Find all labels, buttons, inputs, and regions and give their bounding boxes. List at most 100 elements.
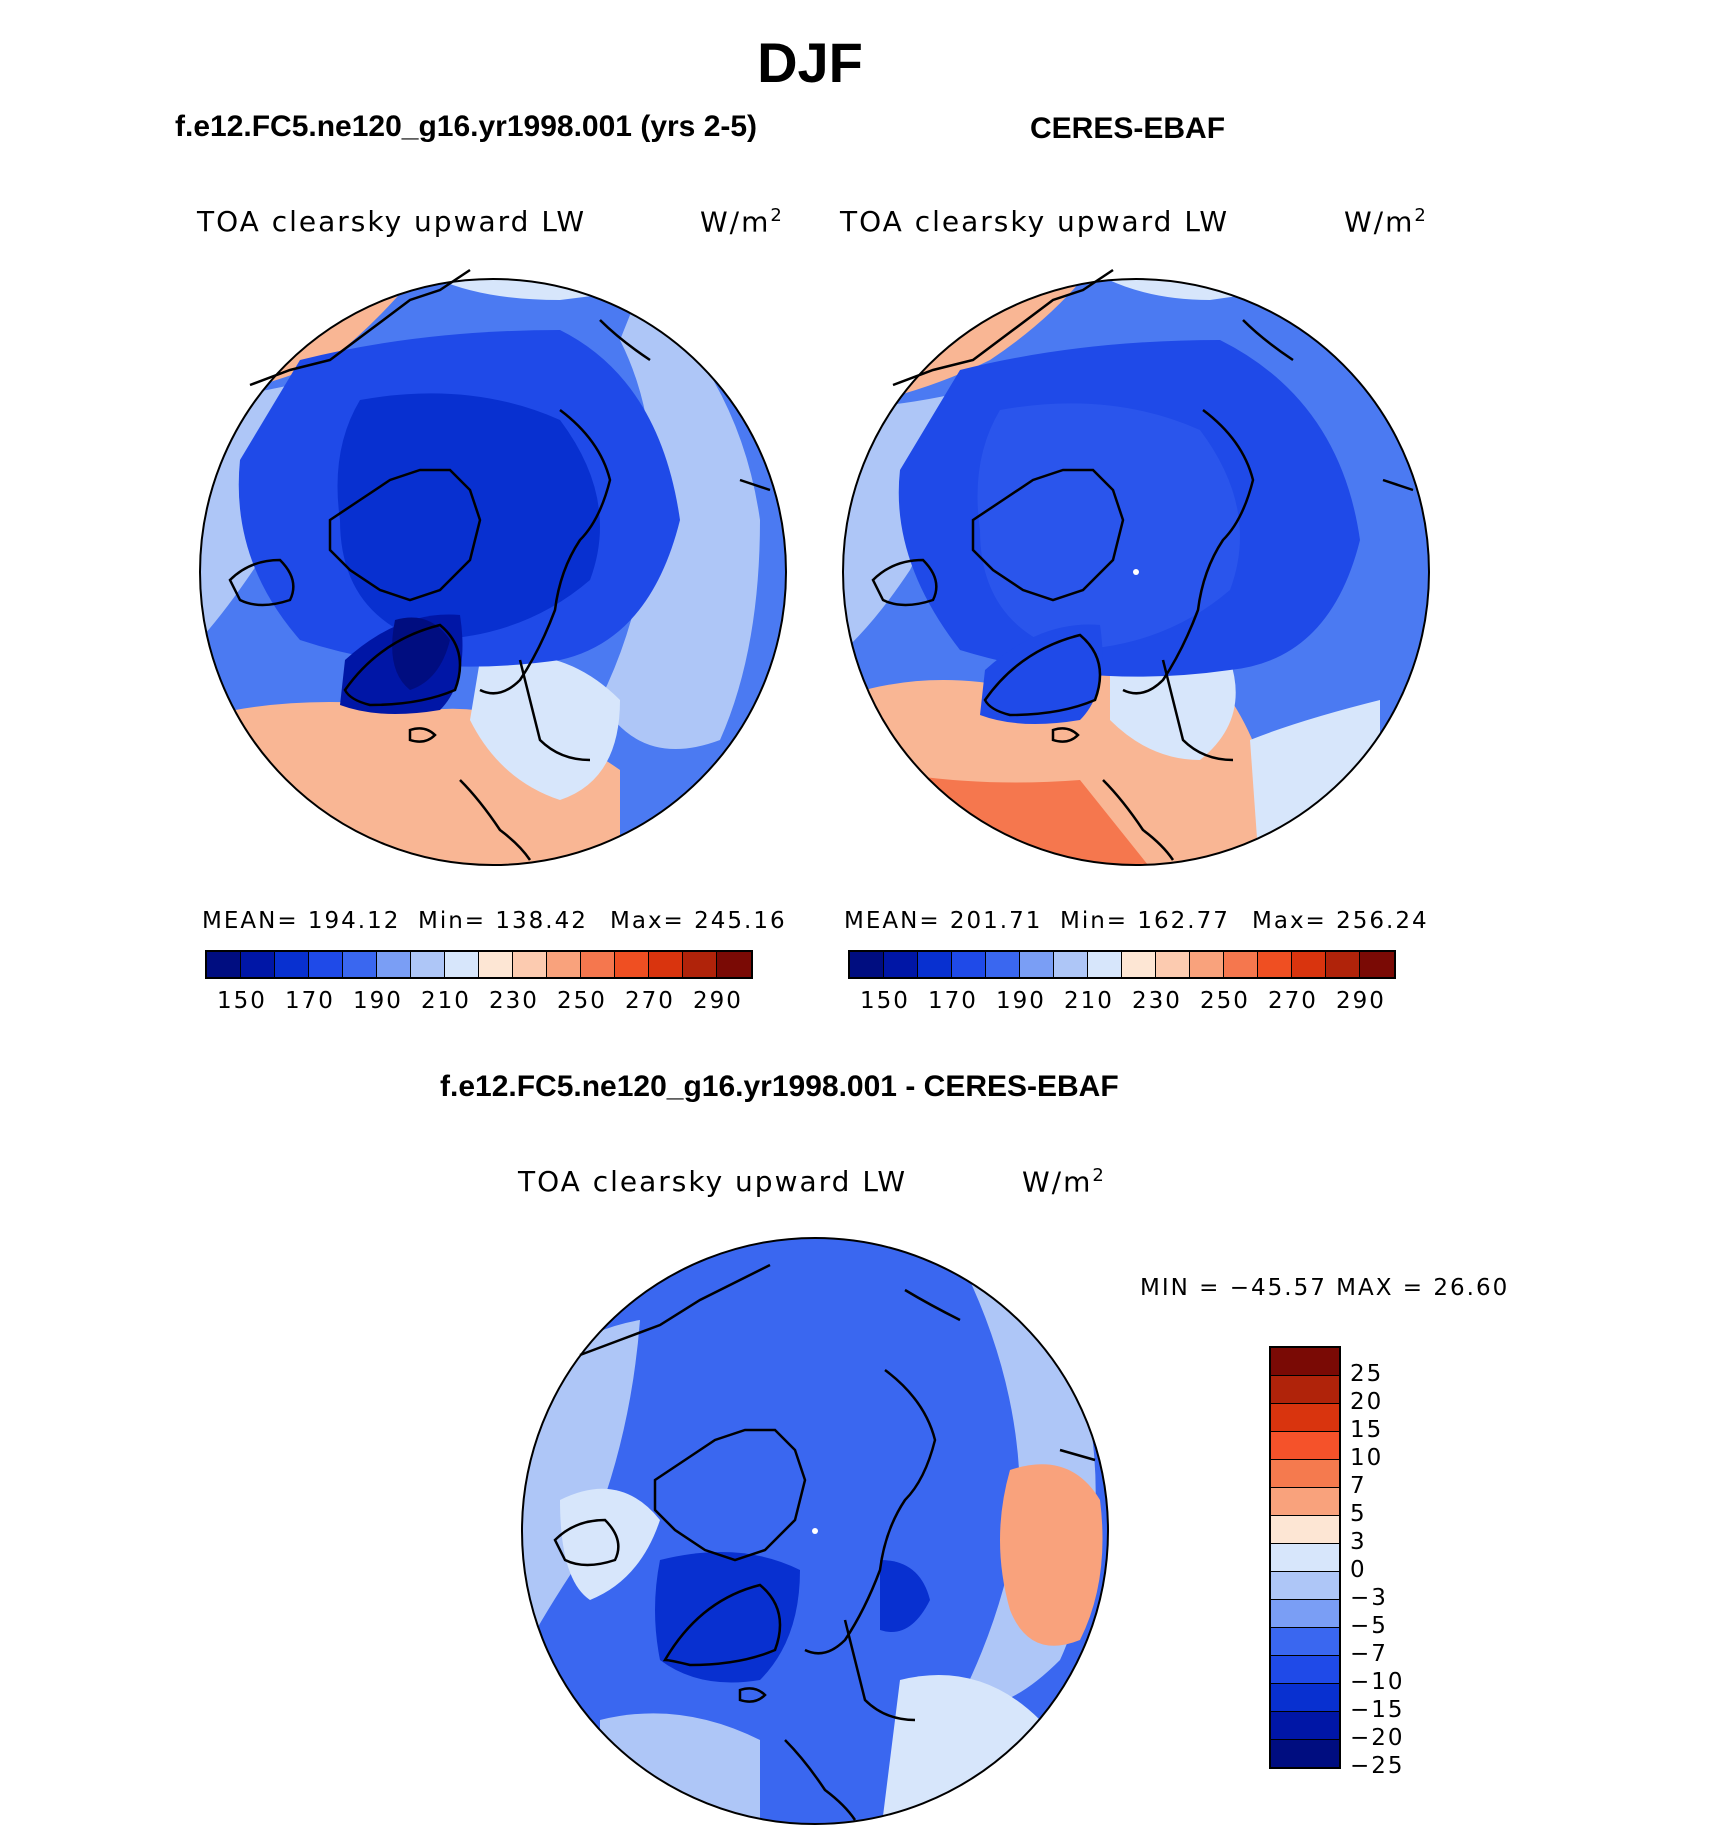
colorbar-cell bbox=[986, 952, 1020, 977]
diff-colorbar-cell bbox=[1271, 1432, 1339, 1460]
map-region bbox=[600, 290, 760, 749]
left-panel-heading: f.e12.FC5.ne120_g16.yr1998.001 (yrs 2-5) bbox=[175, 110, 758, 143]
colorbar-cell bbox=[1020, 952, 1054, 977]
colorbar-cell bbox=[207, 952, 241, 977]
colorbar-cell bbox=[1088, 952, 1122, 977]
diff-polar-map bbox=[522, 1238, 1108, 1824]
right-variable-label: TOA clearsky upward LW bbox=[840, 205, 1230, 238]
colorbar-cell bbox=[581, 952, 615, 977]
diff-colorbar-cell bbox=[1271, 1348, 1339, 1376]
diff-colorbar-tick-label: −25 bbox=[1350, 1753, 1405, 1779]
colorbar-cell bbox=[1258, 952, 1292, 977]
right-min-stat: Min= 162.77 bbox=[1060, 908, 1230, 934]
colorbar-cell bbox=[918, 952, 952, 977]
diff-colorbar-cell bbox=[1271, 1600, 1339, 1628]
diff-colorbar-tick-label: −15 bbox=[1350, 1697, 1405, 1723]
colorbar-cell bbox=[952, 952, 986, 977]
diff-colorbar-cell bbox=[1271, 1628, 1339, 1656]
colorbar-cell bbox=[479, 952, 513, 977]
diff-colorbar-cell bbox=[1271, 1684, 1339, 1712]
colorbar-cell bbox=[1292, 952, 1326, 977]
right-map-border bbox=[842, 278, 1430, 866]
colorbar-cell bbox=[445, 952, 479, 977]
map-region bbox=[600, 1713, 760, 1824]
colorbar-tick-label: 250 bbox=[557, 988, 607, 1014]
right-units-label: W/m2 bbox=[1344, 205, 1428, 239]
diff-pole-marker bbox=[812, 1528, 818, 1534]
diff-coastlines bbox=[553, 1263, 1096, 1821]
diff-colorbar-cell bbox=[1271, 1712, 1339, 1740]
colorbar-cell bbox=[1326, 952, 1360, 977]
diff-colorbar-cell bbox=[1271, 1572, 1339, 1600]
diff-colorbar-cell bbox=[1271, 1376, 1339, 1404]
diff-colorbar bbox=[1269, 1346, 1341, 1769]
map-region bbox=[1000, 1464, 1103, 1646]
diff-colorbar-cell bbox=[1271, 1460, 1339, 1488]
diff-map-border bbox=[521, 1237, 1109, 1825]
map-region bbox=[980, 624, 1103, 724]
map-region bbox=[560, 1488, 660, 1600]
colorbar-tick-label: 290 bbox=[693, 988, 743, 1014]
diff-colorbar-cell bbox=[1271, 1488, 1339, 1516]
map-region bbox=[880, 1560, 930, 1632]
left-colorbar bbox=[205, 950, 753, 979]
colorbar-cell bbox=[377, 952, 411, 977]
diff-colorbar-tick-label: 10 bbox=[1350, 1445, 1384, 1471]
colorbar-tick-label: 290 bbox=[1336, 988, 1386, 1014]
colorbar-tick-label: 270 bbox=[625, 988, 675, 1014]
colorbar-cell bbox=[1156, 952, 1190, 977]
diff-colorbar-tick-label: 15 bbox=[1350, 1417, 1384, 1443]
left-units-label: W/m2 bbox=[700, 205, 784, 239]
left-map-border bbox=[199, 278, 787, 866]
right-mean-stat: MEAN= 201.71 bbox=[844, 908, 1043, 934]
diff-colorbar-cell bbox=[1271, 1544, 1339, 1572]
map-region bbox=[977, 403, 1240, 650]
colorbar-cell bbox=[309, 952, 343, 977]
diff-panel-heading: f.e12.FC5.ne120_g16.yr1998.001 - CERES-E… bbox=[440, 1070, 1119, 1103]
colorbar-tick-label: 210 bbox=[1064, 988, 1114, 1014]
colorbar-tick-label: 190 bbox=[996, 988, 1046, 1014]
diff-colorbar-tick-label: −20 bbox=[1350, 1725, 1405, 1751]
colorbar-tick-label: 250 bbox=[1200, 988, 1250, 1014]
colorbar-tick-label: 210 bbox=[421, 988, 471, 1014]
left-variable-label: TOA clearsky upward LW bbox=[197, 205, 587, 238]
main-title: DJF bbox=[757, 31, 863, 94]
colorbar-cell bbox=[1054, 952, 1088, 977]
map-region bbox=[470, 655, 620, 800]
right-max-stat: Max= 256.24 bbox=[1252, 908, 1429, 934]
colorbar-cell bbox=[547, 952, 581, 977]
diff-colorbar-cell bbox=[1271, 1516, 1339, 1544]
colorbar-cell bbox=[513, 952, 547, 977]
right-coastlines bbox=[871, 268, 1414, 861]
colorbar-tick-label: 170 bbox=[928, 988, 978, 1014]
colorbar-cell bbox=[649, 952, 683, 977]
right-pole-marker bbox=[1133, 569, 1139, 575]
colorbar-tick-label: 230 bbox=[489, 988, 539, 1014]
diff-colorbar-tick-label: −7 bbox=[1350, 1641, 1388, 1667]
diff-colorbar-tick-label: 25 bbox=[1350, 1361, 1384, 1387]
diff-colorbar-tick-label: 0 bbox=[1350, 1557, 1367, 1583]
colorbar-cell bbox=[411, 952, 445, 977]
colorbar-cell bbox=[1122, 952, 1156, 977]
colorbar-tick-label: 150 bbox=[217, 988, 267, 1014]
colorbar-cell bbox=[1360, 952, 1394, 977]
colorbar-cell bbox=[241, 952, 275, 977]
diff-colorbar-cell bbox=[1271, 1404, 1339, 1432]
colorbar-cell bbox=[615, 952, 649, 977]
diff-minmax-stat: MIN = −45.57 MAX = 26.60 bbox=[1140, 1275, 1510, 1301]
colorbar-cell bbox=[884, 952, 918, 977]
diff-colorbar-cell bbox=[1271, 1740, 1339, 1767]
colorbar-cell bbox=[683, 952, 717, 977]
map-region bbox=[337, 393, 600, 640]
diff-colorbar-tick-label: −5 bbox=[1350, 1613, 1388, 1639]
colorbar-tick-label: 270 bbox=[1268, 988, 1318, 1014]
left-polar-map bbox=[200, 279, 786, 865]
diff-colorbar-tick-label: 3 bbox=[1350, 1529, 1367, 1555]
colorbar-cell bbox=[1224, 952, 1258, 977]
right-panel-heading: CERES-EBAF bbox=[1030, 112, 1226, 145]
colorbar-tick-label: 230 bbox=[1132, 988, 1182, 1014]
colorbar-tick-label: 150 bbox=[860, 988, 910, 1014]
right-colorbar bbox=[848, 950, 1396, 979]
diff-colorbar-tick-label: 5 bbox=[1350, 1501, 1367, 1527]
